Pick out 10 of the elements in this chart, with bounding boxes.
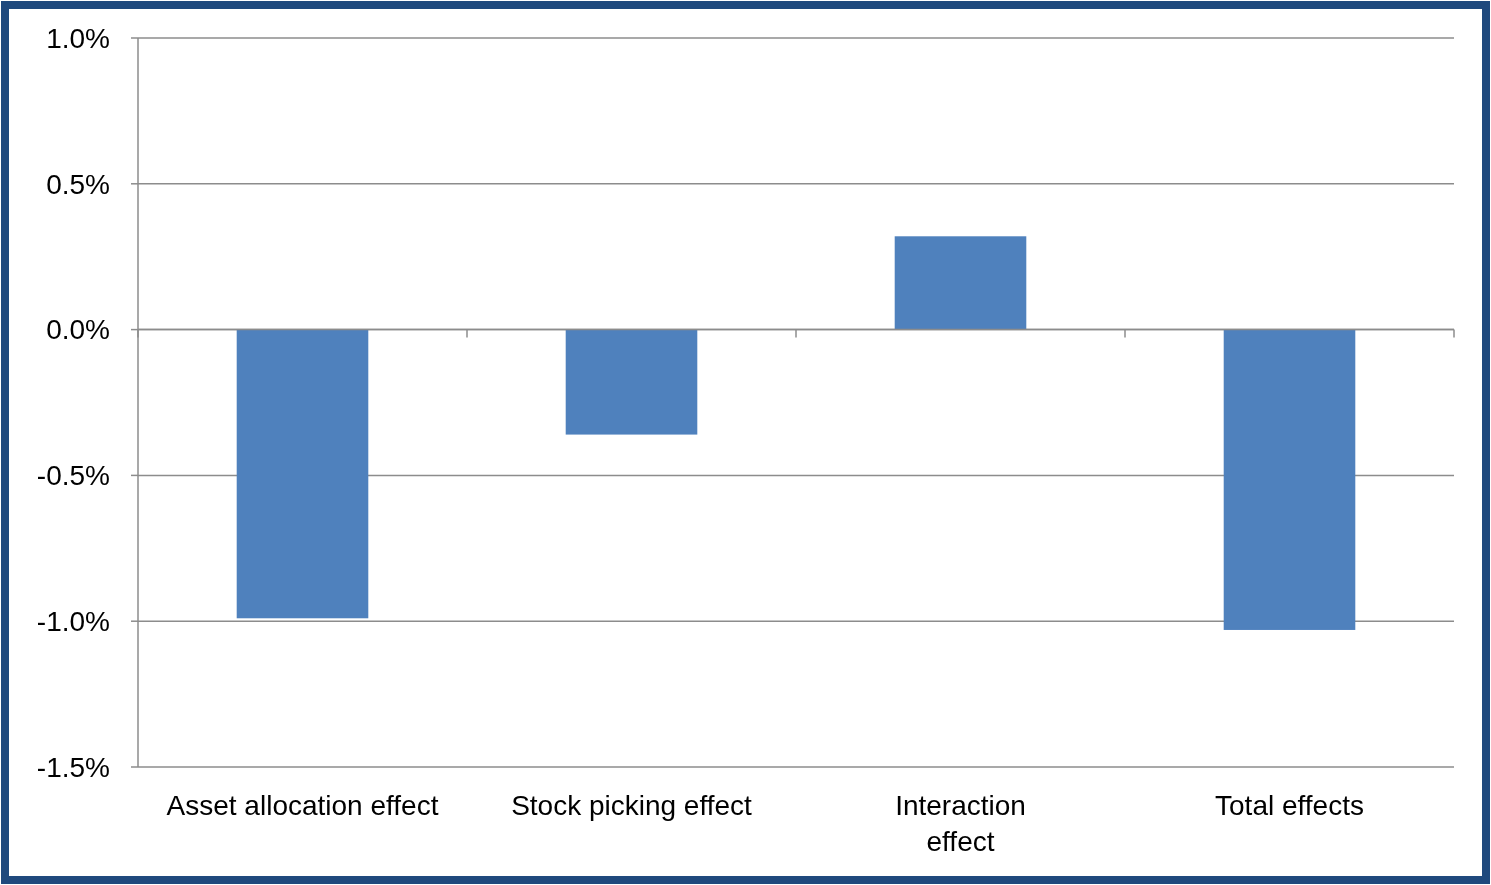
x-tick-label: Total effects: [1215, 790, 1364, 821]
y-tick-label: -0.5%: [36, 460, 110, 492]
x-tick-label: Interaction effect: [895, 790, 1026, 857]
y-tick-label: -1.0%: [36, 606, 110, 637]
x-tick-label: Asset allocation effect: [166, 790, 439, 821]
y-tick-label: 0.0%: [46, 314, 110, 346]
y-tick-label: 1.0%: [46, 22, 110, 54]
y-tick-label: 0.5%: [46, 168, 110, 200]
y-tick-label: -1.5%: [36, 751, 110, 783]
x-tick-label: Stock picking effect: [511, 790, 753, 821]
